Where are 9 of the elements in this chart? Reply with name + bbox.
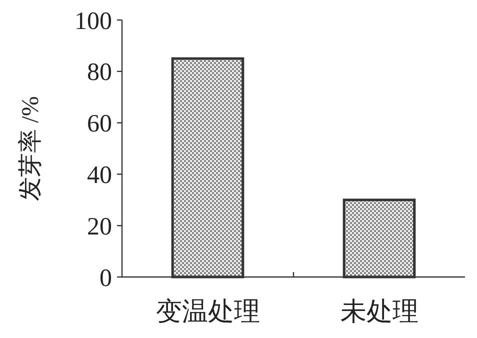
y-tick-label: 40 bbox=[87, 162, 112, 189]
x-tick-label: 变温处理 bbox=[156, 297, 260, 326]
y-tick-label: 0 bbox=[100, 264, 112, 292]
y-tick-label: 100 bbox=[74, 8, 112, 35]
y-tick-label: 20 bbox=[87, 213, 112, 240]
y-tick-label: 60 bbox=[87, 110, 112, 138]
x-tick-label: 未处理 bbox=[340, 297, 418, 326]
y-tick-label: 80 bbox=[87, 59, 112, 86]
y-axis-title: 发芽率 /% bbox=[17, 96, 44, 201]
